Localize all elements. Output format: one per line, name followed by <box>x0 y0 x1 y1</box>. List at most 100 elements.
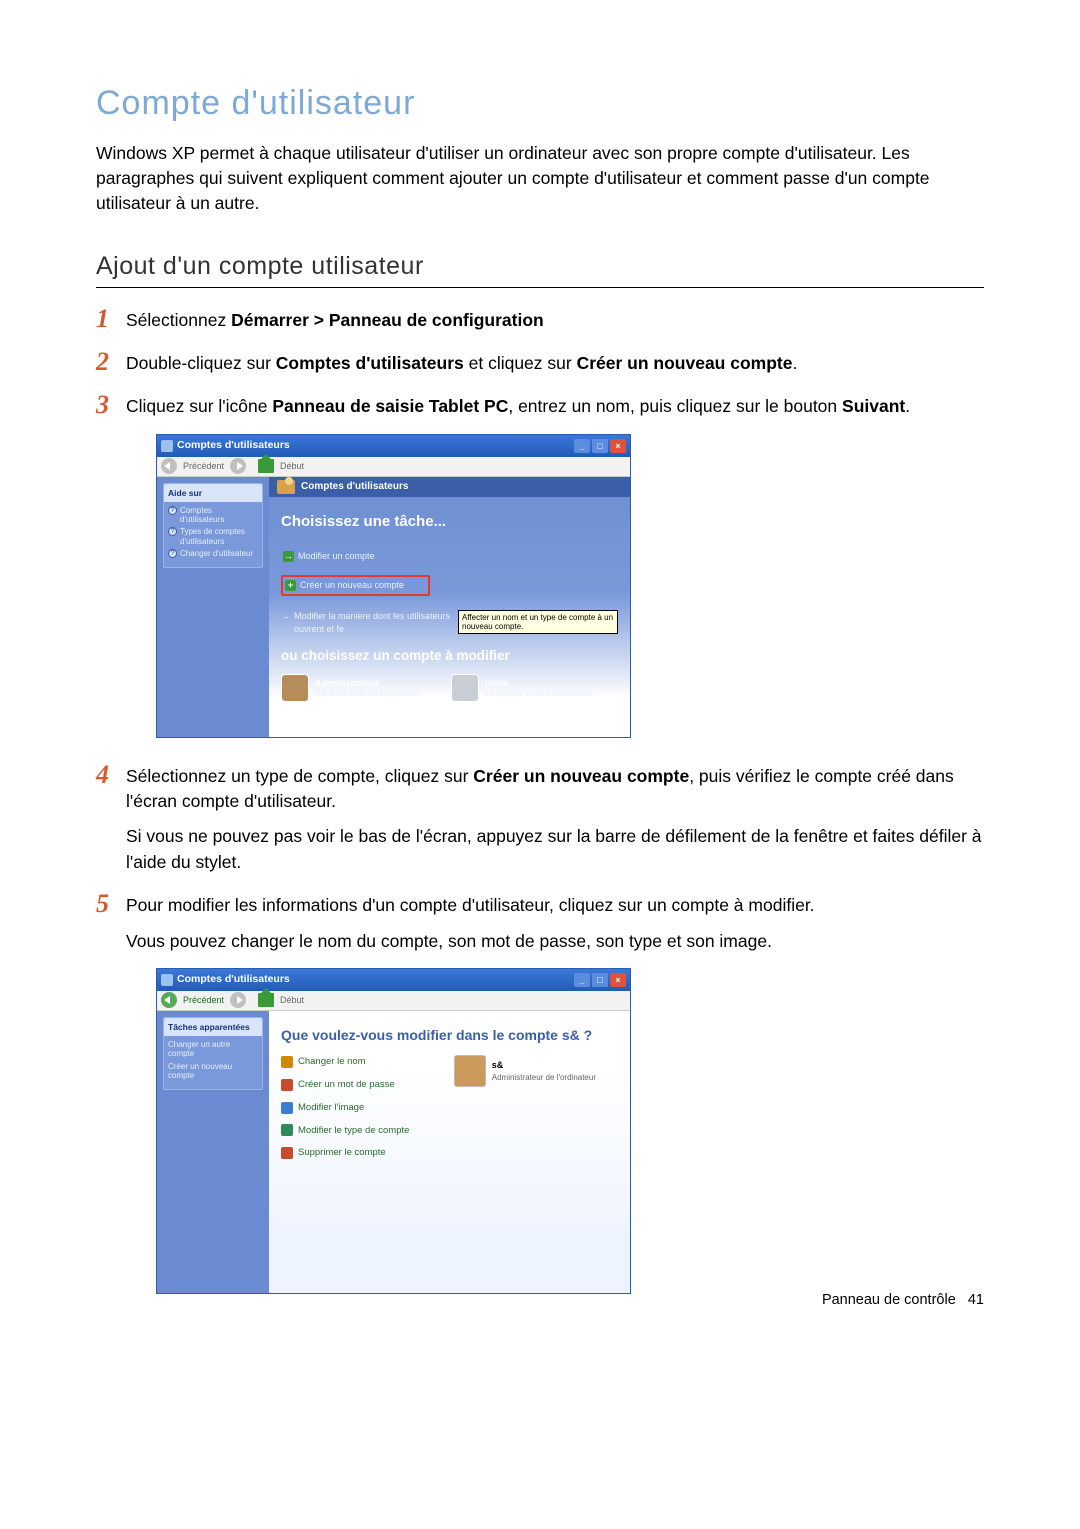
step-2: 2 Double-cliquez sur Comptes d'utilisate… <box>96 351 984 386</box>
footer-section: Panneau de contrôle <box>822 1292 956 1308</box>
side-link[interactable]: ?Types de comptes d'utilisateurs <box>168 527 258 545</box>
task-change-logon[interactable]: → Modifier la manière dont les utilisate… <box>281 610 618 636</box>
bold-text: Créer un nouveau compte <box>577 353 793 373</box>
account-guest[interactable]: Invité Le compte Invité est désactivé. <box>451 674 601 702</box>
window-title: Comptes d'utilisateurs <box>177 438 574 453</box>
account-name: Administrateur <box>315 677 419 690</box>
link-text: Modifier la manière dont les utilisateur… <box>294 610 454 636</box>
window-icon <box>161 974 173 986</box>
back-icon[interactable] <box>161 458 177 474</box>
page-title: Compte d'utilisateur <box>96 84 984 123</box>
titlebar: Comptes d'utilisateurs _ □ × <box>157 969 630 991</box>
text: Si vous ne pouvez pas voir le bas de l'é… <box>126 824 984 875</box>
link-text: Modifier le type de compte <box>298 1124 409 1138</box>
type-icon <box>281 1124 293 1136</box>
arrow-icon: → <box>281 610 290 623</box>
link-text: Changer d'utilisateur <box>180 549 253 558</box>
link-text: Changer un autre compte <box>168 1040 258 1058</box>
plus-icon: + <box>285 580 296 591</box>
avatar <box>451 674 479 702</box>
account-admin[interactable]: Administrateur Administrateur de l'ordin… <box>281 674 431 702</box>
steps-list: 1 Sélectionnez Démarrer > Panneau de con… <box>96 308 984 1312</box>
main-content: Choisissez une tâche... →Modifier un com… <box>269 497 630 713</box>
step-1: 1 Sélectionnez Démarrer > Panneau de con… <box>96 308 984 343</box>
account-role: Administrateur de l'ordinateur <box>315 690 419 699</box>
link-text: Modifier l'image <box>298 1101 364 1115</box>
xp-window: Comptes d'utilisateurs _ □ × Précédent <box>156 434 631 738</box>
close-button[interactable]: × <box>610 973 626 987</box>
user-name: s& <box>492 1059 596 1072</box>
step-5: 5 Pour modifier les informations d'un co… <box>96 893 984 1312</box>
section-heading: Ajout d'un compte utilisateur <box>96 252 984 288</box>
task-create-account[interactable]: +Créer un nouveau compte <box>281 575 430 596</box>
home-icon[interactable] <box>258 459 274 473</box>
link-text: Changer le nom <box>298 1055 366 1069</box>
toolbar: Précédent Début <box>157 991 630 1011</box>
window-body: Tâches apparentées Changer un autre comp… <box>157 1011 630 1293</box>
link-text: Créer un nouveau compte <box>168 1062 258 1080</box>
forward-icon[interactable] <box>230 458 246 474</box>
close-button[interactable]: × <box>610 439 626 453</box>
user-role: Administrateur de l'ordinateur <box>492 1072 596 1084</box>
rename-icon <box>281 1056 293 1068</box>
step-text: Sélectionnez Démarrer > Panneau de confi… <box>126 308 984 343</box>
toolbar: Précédent Début <box>157 457 630 477</box>
opt-delete[interactable]: Supprimer le compte <box>281 1146 618 1160</box>
forward-icon[interactable] <box>230 992 246 1008</box>
task-title: Choisissez une tâche... <box>281 511 618 533</box>
accounts-row: Administrateur Administrateur de l'ordin… <box>281 674 618 702</box>
bold-text: Créer un nouveau compte <box>473 766 689 786</box>
help-panel: Aide sur ?Comptes d'utilisateurs ?Types … <box>163 483 263 568</box>
side-link[interactable]: Changer un autre compte <box>168 1040 258 1058</box>
minimize-button[interactable]: _ <box>574 973 590 987</box>
image-icon <box>281 1102 293 1114</box>
text: Cliquez sur l'icône <box>126 396 272 416</box>
page-footer: Panneau de contrôle 41 <box>822 1292 984 1308</box>
side-link[interactable]: Créer un nouveau compte <box>168 1062 258 1080</box>
opt-image[interactable]: Modifier l'image <box>281 1101 618 1115</box>
banner-text: Comptes d'utilisateurs <box>301 480 408 495</box>
window-controls: _ □ × <box>574 439 626 453</box>
bold-text: Panneau de saisie Tablet PC <box>272 396 508 416</box>
bold-text: Démarrer > Panneau de configuration <box>231 310 544 330</box>
side-link[interactable]: ?Comptes d'utilisateurs <box>168 506 258 524</box>
link-text: Supprimer le compte <box>298 1146 386 1160</box>
text: et cliquez sur <box>464 353 577 373</box>
window-body: Aide sur ?Comptes d'utilisateurs ?Types … <box>157 477 630 737</box>
choose-account-title: ou choisissez un compte à modifier <box>281 646 618 666</box>
avatar <box>454 1055 486 1087</box>
step-text: Double-cliquez sur Comptes d'utilisateur… <box>126 351 984 386</box>
back-icon[interactable] <box>161 992 177 1008</box>
maximize-button[interactable]: □ <box>592 973 608 987</box>
avatar <box>281 674 309 702</box>
bold-text: Comptes d'utilisateurs <box>276 353 464 373</box>
document-page: Compte d'utilisateur Windows XP permet à… <box>0 0 1080 1360</box>
step-text: Sélectionnez un type de compte, cliquez … <box>126 764 984 886</box>
step-number: 1 <box>96 306 126 332</box>
panel-header: Aide sur <box>164 484 262 502</box>
link-text: Modifier un compte <box>298 550 375 563</box>
current-user-tile: s& Administrateur de l'ordinateur <box>454 1055 596 1087</box>
banner: Comptes d'utilisateurs <box>269 477 630 498</box>
side-link[interactable]: ?Changer d'utilisateur <box>168 549 258 558</box>
tooltip: Affecter un nom et un type de compte à u… <box>458 610 618 634</box>
text: Vous pouvez changer le nom du compte, so… <box>126 929 984 954</box>
step-3: 3 Cliquez sur l'icône Panneau de saisie … <box>96 394 984 755</box>
opt-type[interactable]: Modifier le type de compte <box>281 1124 618 1138</box>
maximize-button[interactable]: □ <box>592 439 608 453</box>
back-label: Précédent <box>183 460 224 473</box>
home-icon[interactable] <box>258 993 274 1007</box>
intro-paragraph: Windows XP permet à chaque utilisateur d… <box>96 141 984 216</box>
link-text: Types de comptes d'utilisateurs <box>180 527 258 545</box>
home-label: Début <box>280 994 304 1007</box>
text: Pour modifier les informations d'un comp… <box>126 893 984 918</box>
text: . <box>905 396 910 416</box>
window-controls: _ □ × <box>574 973 626 987</box>
home-label: Début <box>280 460 304 473</box>
step-text: Cliquez sur l'icône Panneau de saisie Ta… <box>126 394 984 755</box>
minimize-button[interactable]: _ <box>574 439 590 453</box>
text: Sélectionnez <box>126 310 231 330</box>
step-number: 5 <box>96 891 126 917</box>
task-modify-account[interactable]: →Modifier un compte <box>281 549 377 564</box>
account-name: Invité <box>485 677 595 690</box>
